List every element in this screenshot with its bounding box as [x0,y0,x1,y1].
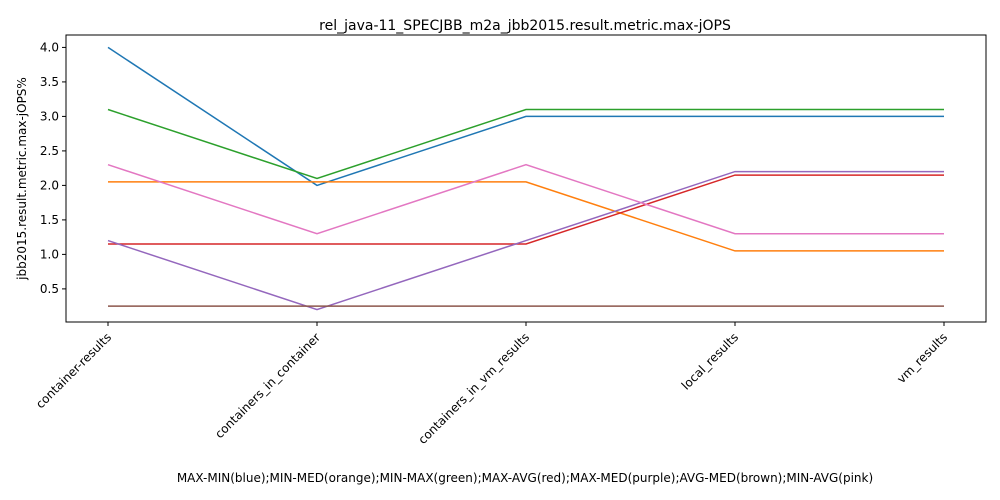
x-axis-label: MAX-MIN(blue);MIN-MED(orange);MIN-MAX(gr… [177,471,873,485]
y-axis-label: jbb2015.result.metric.max-jOPS% [15,77,29,281]
y-tick-label: 1.5 [40,213,59,227]
y-tick-label: 0.5 [40,282,59,296]
y-tick-label: 3.5 [40,75,59,89]
series-line-2 [108,181,944,252]
series-line-1 [107,46,944,187]
chart-title: rel_java-11_SPECJBB_m2a_jbb2015.result.m… [319,18,731,34]
y-tick-label: 1.0 [40,247,59,261]
series-line-5 [107,170,944,311]
series-line-7 [107,163,944,235]
y-tick-label: 4.0 [40,40,59,54]
y-tick-label: 3.0 [40,109,59,123]
y-axis: 0.5 1.0 1.5 2.0 2.5 3.0 3.5 4.0 [40,40,66,296]
y-tick-label: 2.5 [40,144,59,158]
series-line-3 [107,108,944,180]
series-line-4 [108,174,944,245]
series-lines [107,46,944,311]
y-tick-label: 2.0 [40,178,59,192]
